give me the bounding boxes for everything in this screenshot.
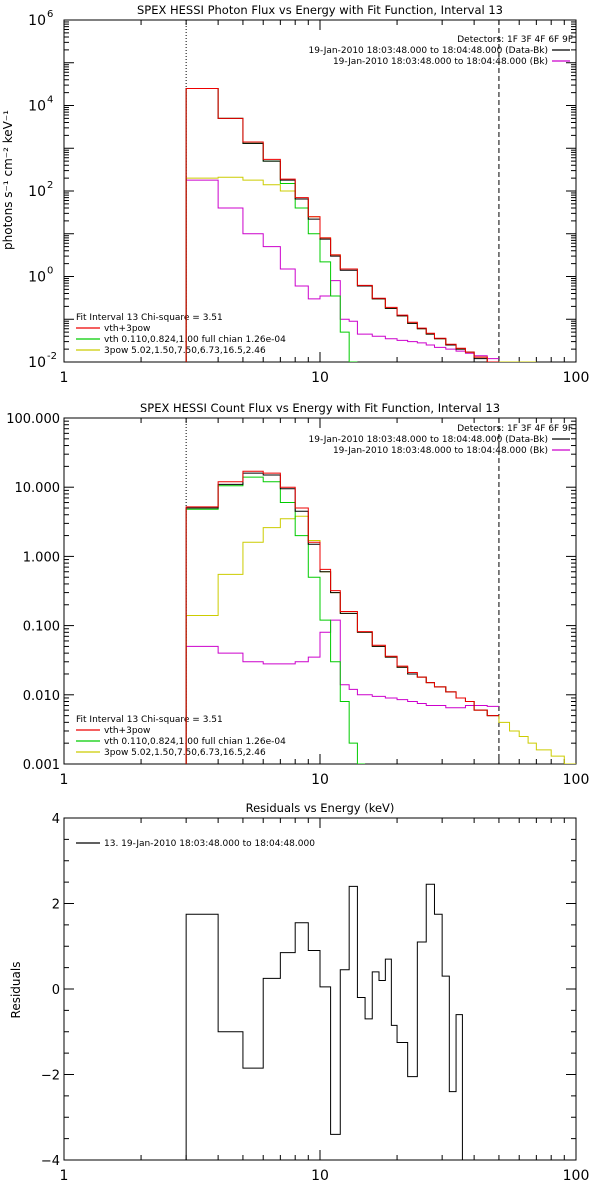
count-y-tick-label: 1.000 xyxy=(23,550,60,565)
count-y-tick-label: 10.000 xyxy=(15,481,61,496)
photon-fit-heading: Fit Interval 13 Chi-square = 3.51 xyxy=(76,313,223,323)
photon-legend-bk-label: 19-Jan-2010 18:03:48.000 to 18:04:48.000… xyxy=(333,57,548,67)
photon-flux-panel: SPEX HESSI Photon Flux vs Energy with Fi… xyxy=(1,3,589,386)
residuals-y-tick-label: −4 xyxy=(41,1154,60,1169)
count-x-tick-label: 1 xyxy=(60,772,69,788)
photon-x-tick-label: 10 xyxy=(311,370,329,386)
photon-legend-databk-label: 19-Jan-2010 18:03:48.000 to 18:04:48.000… xyxy=(309,46,548,56)
residuals-x-tick-label: 10 xyxy=(311,1168,329,1184)
count-y-tick-label: 0.010 xyxy=(23,689,60,704)
photon-y-ticks xyxy=(64,21,576,363)
count-background-curve xyxy=(185,619,499,764)
photon-x-tick-label: 1 xyxy=(60,370,69,386)
count-x-tick-label: 10 xyxy=(311,772,329,788)
count-y-tick-label: 0.001 xyxy=(23,758,60,773)
photon-panel-ylabel: photons s⁻¹ cm⁻² keV⁻¹ xyxy=(1,110,15,250)
count-x-tick-label: 100 xyxy=(563,772,590,788)
photon-fit-vth-label: vth 0.110,0.824,1.00 full chian 1.26e-04 xyxy=(104,335,286,345)
photon-y-tick-exponent: 4 xyxy=(47,95,53,106)
residuals-legend-label: 13. 19-Jan-2010 18:03:48.000 to 18:04:48… xyxy=(104,839,315,849)
count-flux-panel: SPEX HESSI Count Flux vs Energy with Fit… xyxy=(6,401,589,788)
count-detectors-label: Detectors: 1F 3F 4F 6F 9F xyxy=(457,424,573,434)
residuals-y-ticks xyxy=(64,817,576,1161)
residuals-x-ticks xyxy=(63,818,565,1160)
count-y-tick-label: 100.000 xyxy=(6,412,60,427)
residuals-y-tick-label: 4 xyxy=(52,812,60,827)
count-total-fit-curve xyxy=(185,470,499,764)
residuals-panel-title: Residuals vs Energy (keV) xyxy=(246,801,395,815)
photon-y-tick-label: 10 xyxy=(28,13,46,29)
photon-panel-title: SPEX HESSI Photon Flux vs Energy with Fi… xyxy=(137,3,503,17)
count-fit-vth-label: vth 0.110,0.824,1.00 full chian 1.26e-04 xyxy=(104,737,286,747)
photon-y-tick-label: 10 xyxy=(28,184,46,200)
residuals-y-tick-label: 2 xyxy=(52,898,60,913)
residuals-panel: Residuals vs Energy (keV) Residuals 13. … xyxy=(9,801,589,1184)
count-fit-3pow-label: 3pow 5.02,1.50,7.50,6.73,16.5,2.46 xyxy=(104,748,266,758)
count-panel-title: SPEX HESSI Count Flux vs Energy with Fit… xyxy=(140,401,500,415)
photon-fit-total-label: vth+3pow xyxy=(104,324,150,334)
photon-y-tick-label: 10 xyxy=(28,355,46,371)
count-fit-total-label: vth+3pow xyxy=(104,726,150,736)
photon-detectors-label: Detectors: 1F 3F 4F 6F 9F xyxy=(457,35,573,45)
photon-y-tick-exponent: 6 xyxy=(47,9,53,20)
count-y-ticks xyxy=(64,420,576,765)
photon-y-tick-label: 10 xyxy=(28,99,46,115)
photon-x-tick-label: 100 xyxy=(563,370,590,386)
photon-y-tick-label: 10 xyxy=(28,270,46,286)
residuals-residual-curve xyxy=(185,883,499,1160)
count-fit-heading: Fit Interval 13 Chi-square = 3.51 xyxy=(76,715,223,725)
count-legend-databk-label: 19-Jan-2010 18:03:48.000 to 18:04:48.000… xyxy=(309,435,548,445)
photon-y-tick-exponent: 0 xyxy=(47,266,53,277)
count-legend-bk-label: 19-Jan-2010 18:03:48.000 to 18:04:48.000… xyxy=(333,446,548,456)
residuals-y-tick-label: −2 xyxy=(41,1069,60,1084)
photon-y-tick-exponent: -2 xyxy=(47,351,57,362)
photon-fit-3pow-label: 3pow 5.02,1.50,7.50,6.73,16.5,2.46 xyxy=(104,346,266,356)
residuals-y-tick-label: 0 xyxy=(52,983,60,998)
photon-y-tick-exponent: 2 xyxy=(47,180,53,191)
residuals-panel-ylabel: Residuals xyxy=(9,962,23,1019)
residuals-x-tick-label: 100 xyxy=(563,1168,590,1184)
photon-total-fit-curve xyxy=(185,87,499,362)
count-y-tick-label: 0.100 xyxy=(23,620,60,635)
residuals-x-tick-label: 1 xyxy=(60,1168,69,1184)
